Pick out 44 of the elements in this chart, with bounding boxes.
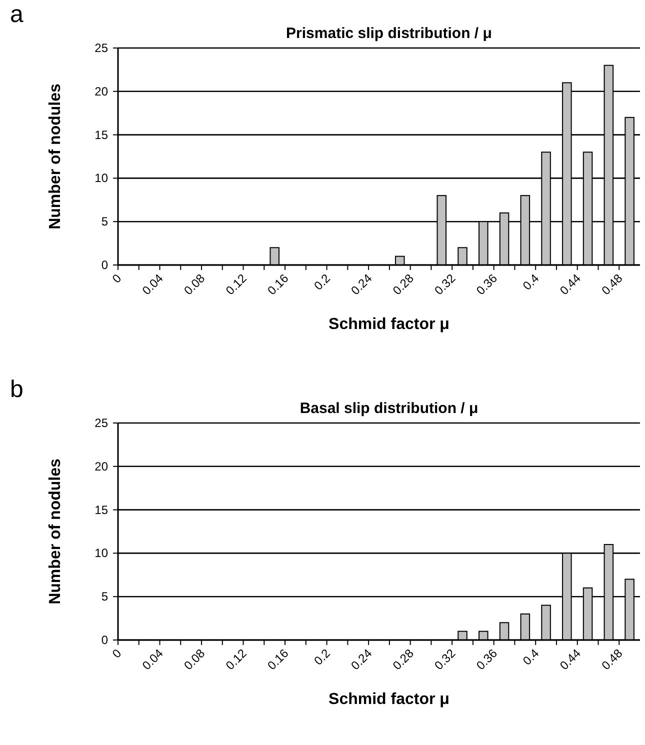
x-tick-label: 0.24	[348, 270, 375, 298]
y-tick-label: 10	[94, 546, 108, 560]
x-tick-label: 0.04	[139, 646, 166, 673]
x-tick-label: 0.44	[557, 646, 584, 673]
x-tick-label: 0.08	[181, 270, 208, 298]
y-tick-label: 20	[94, 459, 108, 474]
x-tick-label: 0.48	[598, 270, 626, 298]
x-axis-title: Schmid factor μ	[328, 316, 450, 333]
x-tick-label: 0.28	[390, 646, 417, 673]
chart-title: Basal slip distribution / μ	[300, 400, 478, 417]
x-tick-label: 0.44	[557, 270, 584, 298]
y-tick-label: 25	[94, 416, 108, 430]
text: b	[10, 376, 24, 403]
x-axis-title: Schmid factor μ	[328, 691, 450, 708]
x-tick-label: 0.4	[520, 646, 542, 668]
x-tick-label: 0.48	[598, 646, 626, 673]
x-tick-label: 0.12	[222, 646, 250, 673]
x-tick-label: 0.04	[139, 270, 166, 298]
y-tick-label: 5	[101, 590, 108, 604]
y-axis-title: Number of nodules	[47, 458, 64, 604]
text: a	[10, 1, 24, 28]
x-tick-label: 0.2	[311, 646, 334, 668]
x-tick-label: 0.16	[264, 646, 292, 673]
x-tick-label: 0.12	[222, 270, 250, 298]
y-tick-label: 0	[101, 258, 108, 272]
y-tick-label: 0	[101, 633, 108, 647]
y-tick-label: 15	[94, 502, 108, 517]
x-tick-label: 0.28	[390, 270, 417, 298]
x-tick-label: 0.2	[311, 270, 334, 293]
y-tick-label: 25	[94, 41, 108, 55]
x-tick-label: 0.4	[520, 270, 542, 293]
x-tick-label: 0.32	[432, 270, 458, 298]
x-tick-label: 0.08	[181, 646, 208, 673]
chart-title: Prismatic slip distribution / μ	[286, 25, 492, 42]
x-tick-label: 0.16	[264, 270, 292, 298]
y-tick-label: 5	[101, 214, 108, 229]
x-tick-label: 0.32	[432, 646, 458, 673]
y-tick-label: 10	[94, 171, 108, 186]
y-tick-label: 15	[94, 128, 108, 142]
x-tick-label: 0.24	[348, 646, 375, 673]
y-axis-title: Number of nodules	[47, 84, 64, 230]
x-tick-label: 0.36	[474, 270, 500, 298]
y-tick-label: 20	[94, 84, 108, 98]
x-tick-label: 0.36	[474, 646, 500, 673]
